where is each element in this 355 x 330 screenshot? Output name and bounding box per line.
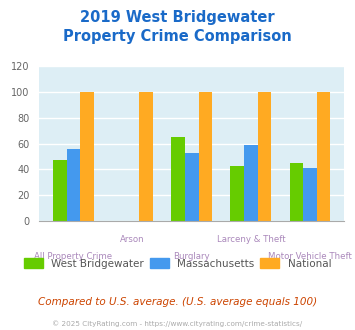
- Bar: [244, 145, 258, 221]
- Text: Arson: Arson: [120, 235, 145, 244]
- Bar: [258, 92, 271, 221]
- Bar: [66, 149, 80, 221]
- Bar: [139, 92, 153, 221]
- Bar: [198, 92, 212, 221]
- Bar: [80, 92, 94, 221]
- Bar: [171, 137, 185, 221]
- Bar: [53, 160, 66, 221]
- Bar: [303, 168, 317, 221]
- Text: Compared to U.S. average. (U.S. average equals 100): Compared to U.S. average. (U.S. average …: [38, 297, 317, 307]
- Legend: West Bridgewater, Massachusetts, National: West Bridgewater, Massachusetts, Nationa…: [24, 258, 331, 269]
- Text: All Property Crime: All Property Crime: [34, 252, 113, 261]
- Text: Burglary: Burglary: [173, 252, 210, 261]
- Text: Larceny & Theft: Larceny & Theft: [217, 235, 285, 244]
- Bar: [290, 163, 303, 221]
- Bar: [230, 166, 244, 221]
- Text: Motor Vehicle Theft: Motor Vehicle Theft: [268, 252, 352, 261]
- Text: © 2025 CityRating.com - https://www.cityrating.com/crime-statistics/: © 2025 CityRating.com - https://www.city…: [53, 320, 302, 327]
- Text: 2019 West Bridgewater
Property Crime Comparison: 2019 West Bridgewater Property Crime Com…: [63, 10, 292, 44]
- Bar: [317, 92, 331, 221]
- Bar: [185, 152, 198, 221]
